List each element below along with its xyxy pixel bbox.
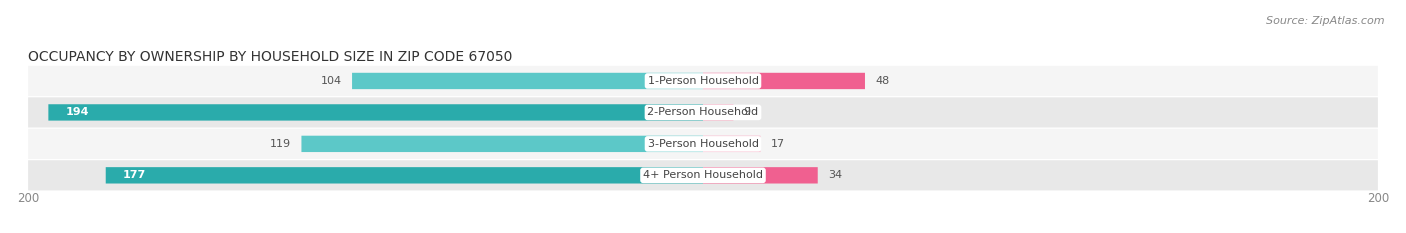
Text: OCCUPANCY BY OWNERSHIP BY HOUSEHOLD SIZE IN ZIP CODE 67050: OCCUPANCY BY OWNERSHIP BY HOUSEHOLD SIZE…: [28, 50, 513, 64]
Text: 3-Person Household: 3-Person Household: [648, 139, 758, 149]
FancyBboxPatch shape: [703, 136, 761, 152]
FancyBboxPatch shape: [48, 104, 703, 121]
Text: 1-Person Household: 1-Person Household: [648, 76, 758, 86]
Text: 9: 9: [744, 107, 751, 117]
FancyBboxPatch shape: [105, 167, 703, 184]
FancyBboxPatch shape: [301, 136, 703, 152]
Text: 2-Person Household: 2-Person Household: [647, 107, 759, 117]
FancyBboxPatch shape: [28, 160, 1378, 190]
Text: 4+ Person Household: 4+ Person Household: [643, 170, 763, 180]
FancyBboxPatch shape: [352, 73, 703, 89]
FancyBboxPatch shape: [703, 73, 865, 89]
Text: 177: 177: [122, 170, 146, 180]
Text: 194: 194: [65, 107, 89, 117]
Text: 119: 119: [270, 139, 291, 149]
FancyBboxPatch shape: [28, 129, 1378, 159]
Text: 104: 104: [321, 76, 342, 86]
Text: Source: ZipAtlas.com: Source: ZipAtlas.com: [1267, 16, 1385, 26]
Text: 34: 34: [828, 170, 842, 180]
FancyBboxPatch shape: [28, 66, 1378, 96]
FancyBboxPatch shape: [703, 104, 734, 121]
FancyBboxPatch shape: [28, 97, 1378, 127]
FancyBboxPatch shape: [703, 167, 818, 184]
Text: 48: 48: [875, 76, 890, 86]
Text: 17: 17: [770, 139, 785, 149]
